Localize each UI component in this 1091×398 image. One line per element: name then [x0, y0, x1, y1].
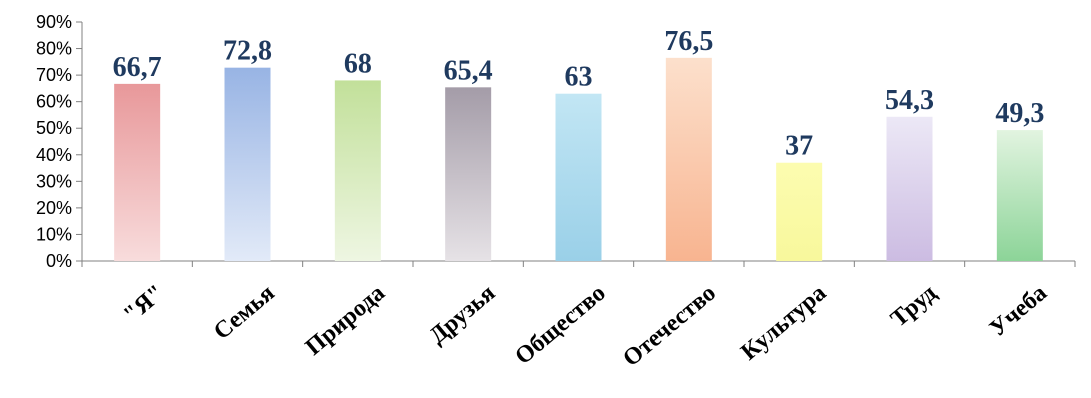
category-label: Учеба [985, 280, 1052, 342]
data-label: 37 [785, 131, 813, 162]
category-label: Труд [886, 280, 942, 333]
category-label: Общество [510, 280, 610, 370]
category-label: Друзья [425, 280, 501, 349]
y-tick-label: 20% [36, 198, 72, 218]
y-tick-label: 30% [36, 171, 72, 191]
y-tick-label: 40% [36, 145, 72, 165]
data-label: 65,4 [444, 55, 493, 86]
bar-8 [886, 116, 933, 261]
bar-1 [114, 83, 161, 261]
bar-6 [665, 57, 712, 261]
y-tick-label: 60% [36, 92, 72, 112]
data-label: 63 [565, 62, 593, 93]
bar-2 [224, 67, 271, 261]
y-tick-label: 10% [36, 224, 72, 244]
data-label: 72,8 [223, 36, 272, 67]
category-label: Природа [301, 280, 390, 361]
bar-5 [555, 93, 602, 261]
x-axis [81, 260, 1076, 267]
data-label: 49,3 [995, 98, 1044, 129]
bars [114, 57, 1043, 262]
category-label: Культура [736, 280, 831, 366]
bar-9 [996, 130, 1043, 261]
data-label: 68 [344, 48, 372, 79]
bar-4 [445, 87, 492, 262]
category-label: "Я" [119, 280, 169, 328]
data-label: 54,3 [885, 85, 934, 116]
bar-3 [334, 80, 381, 261]
y-tick-label: 70% [36, 65, 72, 85]
y-tick-label: 50% [36, 118, 72, 138]
bar-7 [776, 162, 823, 261]
y-tick-label: 90% [36, 12, 72, 32]
category-label: Семья [209, 280, 280, 345]
category-label: Отечество [618, 280, 721, 372]
category-labels: "Я" Семья Природа Друзья Общество Отечество Ку… [119, 280, 1052, 372]
y-tick-label: 0% [46, 251, 72, 271]
data-label: 66,7 [113, 52, 162, 83]
data-label: 76,5 [664, 26, 713, 57]
y-axis: 0% 10% 20% 30% 40% 50% 60% 70% 80% 90% [36, 12, 83, 271]
data-labels: 66,7 72,8 68 65,4 63 76,5 37 54,3 49,3 [113, 26, 1045, 162]
y-tick-label: 80% [36, 39, 72, 59]
